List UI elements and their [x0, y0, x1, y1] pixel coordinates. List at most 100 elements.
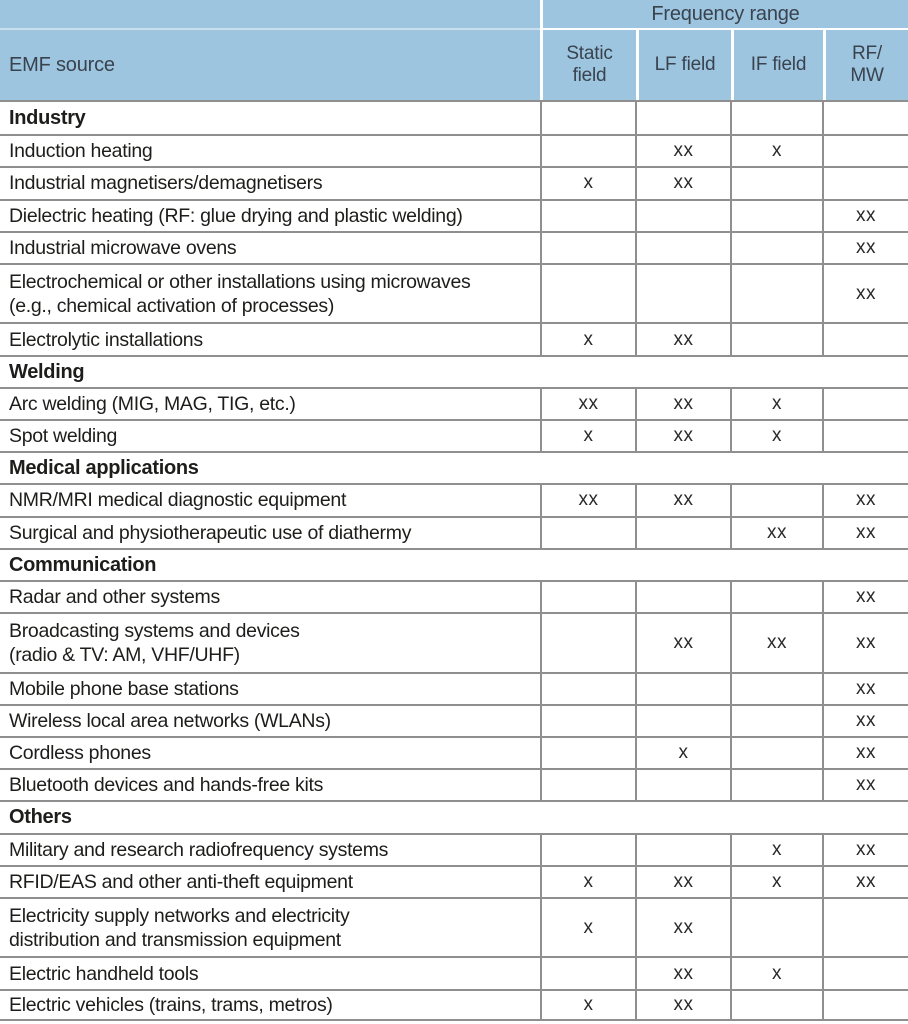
column-header-static-field: Static field	[566, 43, 613, 86]
empty-cell	[540, 264, 635, 323]
empty-cell	[822, 990, 908, 1019]
row-label: Spot welding	[9, 425, 118, 448]
table-row: Electricity supply networks and electric…	[0, 896, 908, 957]
empty-cell	[730, 102, 822, 135]
empty-cell	[730, 485, 822, 516]
row-label: Electricity supply networks and electric…	[9, 904, 350, 951]
table-row: Wireless local area networks (WLANs) xx	[0, 703, 908, 736]
empty-cell	[822, 421, 908, 452]
empty-cell	[822, 324, 908, 355]
row-label: Wireless local area networks (WLANs)	[9, 709, 331, 732]
empty-cell	[540, 200, 635, 231]
empty-cell	[730, 770, 822, 801]
row-label: Electric vehicles (trains, trams, metros…	[9, 993, 333, 1016]
table-row: Electric vehicles (trains, trams, metros…	[0, 988, 908, 1021]
table-row: Dielectric heating (RF: glue drying and …	[0, 198, 908, 231]
mark-cell: xx	[822, 673, 908, 704]
empty-cell	[540, 673, 635, 704]
mark-cell: xx	[635, 136, 730, 167]
mark-cell: xx	[822, 705, 908, 736]
empty-cell	[635, 581, 730, 613]
table-header: EMF source Frequency range Static field L…	[0, 0, 908, 100]
column-headers: Static field LF field IF field RF/ MW	[543, 30, 908, 100]
empty-cell	[822, 388, 908, 419]
emf-source-label: EMF source	[9, 53, 115, 76]
empty-cell	[635, 102, 730, 135]
empty-cell	[730, 990, 822, 1019]
row-label: NMR/MRI medical diagnostic equipment	[9, 489, 347, 512]
mark-cell: xx	[822, 517, 908, 548]
mark-cell: x	[730, 388, 822, 419]
mark-cell: xx	[822, 485, 908, 516]
mark-cell: x	[730, 421, 822, 452]
mark-cell: xx	[635, 388, 730, 419]
section-label: Others	[9, 806, 72, 829]
empty-cell	[540, 232, 635, 263]
row-label: Industrial microwave ovens	[9, 236, 237, 259]
empty-cell	[822, 136, 908, 167]
table-row: Mobile phone base stations xx	[0, 671, 908, 704]
empty-cell	[540, 834, 635, 865]
empty-cell	[540, 770, 635, 801]
row-label: Bluetooth devices and hands-free kits	[9, 774, 324, 797]
row-label: RFID/EAS and other anti-theft equipment	[9, 870, 353, 893]
mark-cell: xx	[635, 898, 730, 957]
mark-cell: xx	[635, 421, 730, 452]
section-label: Welding	[9, 360, 85, 383]
mark-cell: xx	[822, 200, 908, 231]
table-row: Cordless phones x xx	[0, 736, 908, 769]
mark-cell: xx	[540, 485, 635, 516]
empty-cell	[730, 200, 822, 231]
mark-cell: xx	[730, 614, 822, 672]
column-header-lf-field: LF field	[636, 30, 731, 100]
row-label: Induction heating	[9, 140, 153, 163]
row-label: Electric handheld tools	[9, 962, 199, 985]
mark-cell: xx	[635, 866, 730, 897]
mark-cell: xx	[822, 866, 908, 897]
table-row: Broadcasting systems and devices (radio …	[0, 612, 908, 672]
mark-cell: xx	[635, 485, 730, 516]
empty-cell	[540, 958, 635, 989]
mark-cell: x	[540, 421, 635, 452]
mark-cell: x	[540, 866, 635, 897]
header-spacer	[0, 0, 540, 30]
row-label: Industrial magnetisers/demagnetisers	[9, 172, 323, 195]
empty-cell	[635, 200, 730, 231]
table-row: RFID/EAS and other anti-theft equipment x…	[0, 864, 908, 897]
empty-cell	[730, 705, 822, 736]
empty-cell	[540, 136, 635, 167]
mark-cell: xx	[635, 990, 730, 1019]
empty-cell	[822, 102, 908, 135]
empty-cell	[730, 673, 822, 704]
section-row: Welding	[0, 354, 908, 387]
table-row: Industrial magnetisers/demagnetisers x xx	[0, 166, 908, 199]
empty-cell	[635, 517, 730, 548]
empty-cell	[730, 232, 822, 263]
section-label: Communication	[9, 553, 157, 576]
mark-cell: x	[730, 866, 822, 897]
row-label: Dielectric heating (RF: glue drying and …	[9, 204, 463, 227]
empty-cell	[730, 324, 822, 355]
row-label: Surgical and physiotherapeutic use of di…	[9, 521, 412, 544]
mark-cell: xx	[822, 581, 908, 613]
section-label: Medical applications	[9, 457, 199, 480]
table-row: Electric handheld tools xx x	[0, 956, 908, 989]
row-label: Military and research radiofrequency sys…	[9, 838, 389, 861]
row-label: Cordless phones	[9, 742, 151, 765]
row-label: Broadcasting systems and devices (radio …	[9, 619, 300, 666]
empty-cell	[730, 168, 822, 199]
empty-cell	[540, 738, 635, 769]
table-row: Surgical and physiotherapeutic use of di…	[0, 515, 908, 548]
row-label: Arc welding (MIG, MAG, TIG, etc.)	[9, 392, 296, 415]
table-row: Electrochemical or other installations u…	[0, 262, 908, 323]
mark-cell: x	[540, 168, 635, 199]
empty-cell	[730, 738, 822, 769]
empty-cell	[635, 232, 730, 263]
section-row: Medical applications	[0, 451, 908, 483]
mark-cell: x	[635, 738, 730, 769]
mark-cell: xx	[730, 517, 822, 548]
column-header-if-field: IF field	[731, 30, 823, 100]
empty-cell	[730, 581, 822, 613]
empty-cell	[730, 898, 822, 957]
